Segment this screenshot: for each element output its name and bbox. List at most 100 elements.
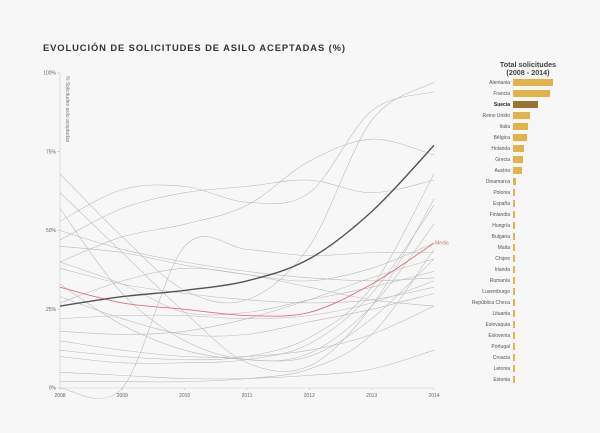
series-line	[59, 258, 435, 362]
x-tick-label: 2012	[304, 393, 315, 399]
bar-row: Polonia	[440, 188, 600, 199]
x-tick-label: 2008	[54, 393, 65, 399]
bar	[513, 299, 515, 306]
bar	[513, 266, 515, 273]
bar	[513, 376, 515, 383]
bar-row: Alemania	[440, 78, 600, 89]
bar-label: España	[493, 201, 510, 207]
bar	[513, 233, 515, 240]
bar-label: Eslovenia	[488, 333, 510, 339]
bar-label: Estonia	[493, 377, 510, 383]
bar-row: Eslovaquia	[440, 320, 600, 331]
bar-label: Dinamarca	[485, 179, 510, 185]
bar-row: Letonia	[440, 364, 600, 375]
bar	[513, 321, 515, 328]
bar-row: Francia	[440, 89, 600, 100]
series-line	[59, 242, 435, 282]
bar-row: Finlandia	[440, 210, 600, 221]
bar-label: Eslovaquia	[485, 322, 510, 328]
series-line	[59, 293, 435, 337]
bar	[513, 288, 515, 295]
bar-chart-title: Total solicitudes (2008 - 2014)	[488, 61, 568, 77]
x-tick-label: 2014	[428, 393, 439, 399]
series-line	[59, 261, 435, 316]
bar-label: Reino Unido	[482, 113, 510, 119]
y-tick-label: 75%	[46, 149, 57, 155]
series-line	[59, 249, 435, 383]
bar-row: Portugal	[440, 342, 600, 353]
bar-label: Letonia	[493, 366, 510, 372]
bar-row: Reino Unido	[440, 111, 600, 122]
bar-label: Alemania	[489, 80, 510, 86]
x-tick-label: 2010	[179, 393, 190, 399]
bar	[513, 156, 523, 163]
bar	[513, 365, 515, 372]
bar-chart-title-line2: (2008 - 2014)	[506, 68, 550, 77]
bar-row: Grecia	[440, 155, 600, 166]
bar	[513, 255, 515, 262]
bar-label: Grecia	[495, 157, 510, 163]
bar-label: Croacia	[492, 355, 510, 361]
bar-row: Suecia	[440, 100, 600, 111]
bar-row: Hungría	[440, 221, 600, 232]
bar-row: Luxemburgo	[440, 287, 600, 298]
bar-row: Bulgaria	[440, 232, 600, 243]
series-line	[59, 173, 435, 360]
series-line	[59, 138, 435, 263]
bar-label: Luxemburgo	[482, 289, 510, 295]
bar-row: Estonia	[440, 375, 600, 386]
bar	[513, 277, 515, 284]
series-line	[59, 205, 435, 364]
bar-row: España	[440, 199, 600, 210]
y-tick-label: 0%	[49, 386, 57, 392]
bar-label: Bulgaria	[491, 234, 510, 240]
series-line	[59, 236, 435, 399]
bar	[513, 310, 515, 317]
bar	[513, 343, 515, 350]
bar-label: República Checa	[471, 300, 510, 306]
bar-label: Holanda	[491, 146, 510, 152]
bar-label: Rumanía	[489, 278, 510, 284]
series-line	[59, 230, 435, 282]
series-line	[59, 179, 435, 241]
bar-label: Lituania	[492, 311, 510, 317]
bar-row: Rumanía	[440, 276, 600, 287]
bar-row: Dinamarca	[440, 177, 600, 188]
bar	[513, 244, 515, 251]
bar-row: Austria	[440, 166, 600, 177]
bar	[513, 123, 528, 130]
y-tick-label: 25%	[46, 307, 57, 313]
bar-label: Italia	[499, 124, 510, 130]
series-line	[59, 258, 435, 335]
bar	[513, 178, 516, 185]
bar	[513, 332, 515, 339]
bar-row: Bélgica	[440, 133, 600, 144]
bar-row: Lituania	[440, 309, 600, 320]
bar-label: Finlandia	[489, 212, 510, 218]
highlight-series-line	[59, 144, 435, 307]
bar	[513, 90, 550, 97]
bar-row: Irlanda	[440, 265, 600, 276]
bar	[513, 211, 515, 218]
series-line	[59, 267, 435, 307]
bar-row: Italia	[440, 122, 600, 133]
media-label: Media	[435, 241, 449, 247]
series-line	[59, 82, 435, 304]
bar-label: Hungría	[492, 223, 510, 229]
x-tick-label: 2013	[366, 393, 377, 399]
bar	[513, 189, 515, 196]
y-axis-label: % Solicitudes asilo aceptadas	[64, 76, 70, 143]
bar	[513, 167, 523, 174]
bar-label: Francia	[493, 91, 510, 97]
bar-label: Suecia	[493, 102, 510, 108]
bar	[513, 200, 515, 207]
bar-label: Chipre	[495, 256, 510, 262]
bar	[513, 79, 553, 86]
bar-label: Portugal	[491, 344, 510, 350]
bar-row: República Checa	[440, 298, 600, 309]
chart-title: EVOLUCIÓN DE SOLICITUDES DE ASILO ACEPTA…	[43, 42, 346, 53]
bar-label: Austria	[494, 168, 510, 174]
series-line	[59, 349, 435, 380]
bar	[513, 112, 530, 119]
